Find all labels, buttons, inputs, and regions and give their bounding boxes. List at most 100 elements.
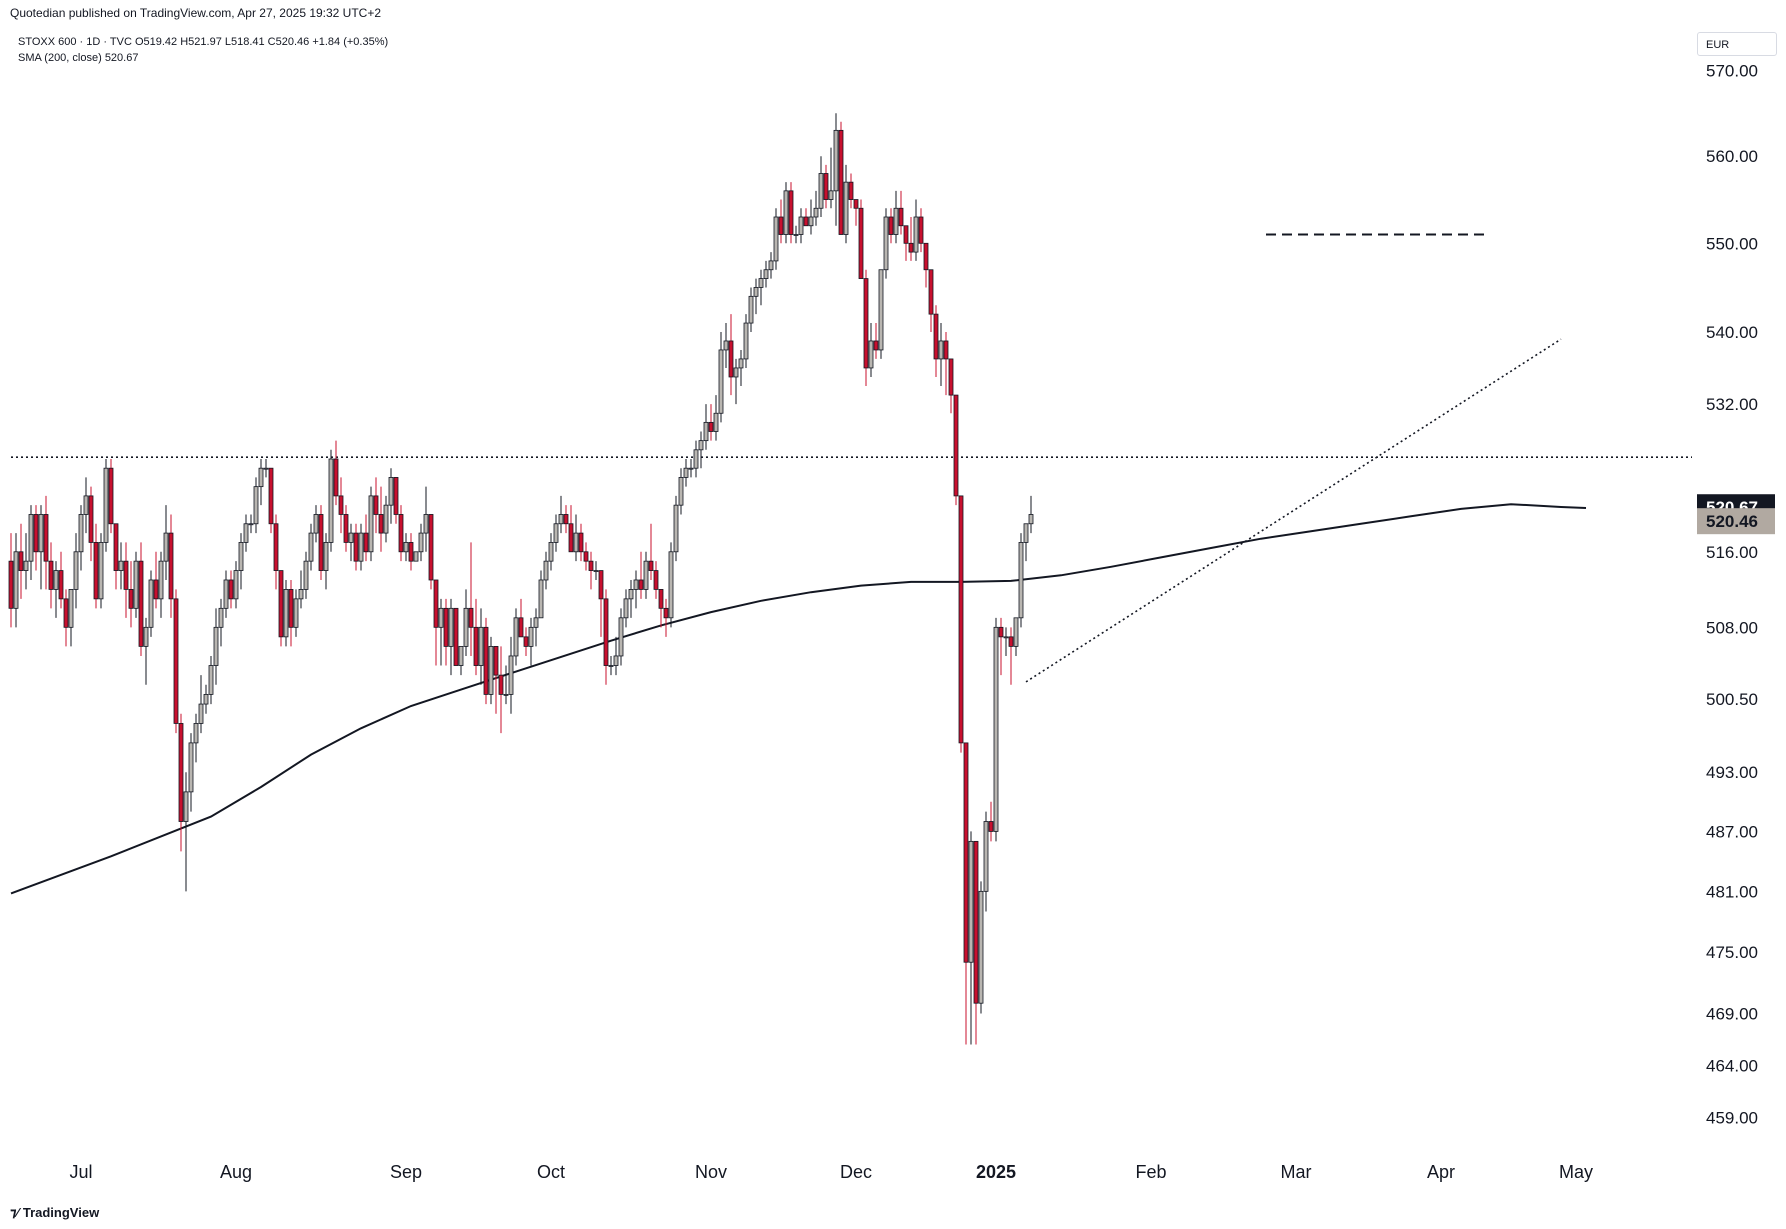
- candle: [473, 598, 479, 676]
- candle-body: [623, 598, 629, 619]
- candle-body: [1018, 542, 1024, 619]
- candle-body: [198, 703, 204, 724]
- candle-body: [948, 358, 954, 396]
- candle-body: [978, 890, 984, 1004]
- candle: [163, 505, 169, 580]
- candle: [133, 551, 139, 618]
- candle: [343, 505, 349, 552]
- candle: [228, 570, 234, 609]
- candle-body: [738, 358, 744, 369]
- candle: [223, 570, 229, 618]
- candle: [663, 598, 669, 637]
- candle-body: [918, 216, 924, 244]
- candle: [413, 551, 419, 562]
- price-label-bg: [1697, 508, 1775, 535]
- candle: [188, 733, 194, 812]
- candle-body: [968, 840, 974, 963]
- candle-body: [68, 589, 74, 628]
- candle: [798, 208, 804, 244]
- candle-body: [533, 617, 539, 628]
- candle: [768, 252, 774, 279]
- candle-body: [908, 242, 914, 253]
- candle-body: [308, 532, 314, 562]
- candle-body: [263, 467, 269, 470]
- candle: [398, 505, 404, 562]
- candle-body: [733, 367, 739, 378]
- candle: [993, 617, 999, 842]
- candle: [718, 332, 724, 423]
- candle: [678, 468, 684, 515]
- candle-body: [253, 486, 259, 525]
- currency-selector[interactable]: EUR: [1697, 32, 1777, 56]
- candle-body: [963, 742, 969, 963]
- candle-body: [523, 636, 529, 647]
- candle: [948, 358, 954, 414]
- candle-body: [728, 340, 734, 378]
- candle: [193, 713, 199, 763]
- candle-body: [1028, 514, 1034, 525]
- candle: [623, 589, 629, 628]
- candle: [428, 514, 434, 590]
- candle-body: [753, 287, 759, 297]
- candle: [283, 579, 289, 647]
- candle: [823, 164, 829, 209]
- candle: [458, 645, 464, 676]
- candle: [158, 551, 164, 618]
- candle: [393, 477, 399, 524]
- time-axis: Jul Aug Sep Oct Nov Dec 2025 Feb Mar Apr May: [69, 1162, 1593, 1182]
- candle-body: [38, 514, 44, 553]
- candle-body: [993, 626, 999, 832]
- candle: [533, 608, 539, 647]
- candle: [803, 208, 809, 227]
- candle: [348, 523, 354, 562]
- candle: [128, 561, 134, 628]
- candle-body: [793, 234, 799, 236]
- y-tick-label: 508.00: [1706, 618, 1758, 637]
- candle: [603, 589, 609, 685]
- candle-body: [548, 542, 554, 562]
- sma-layer: [10, 503, 1587, 895]
- candle-body: [663, 607, 669, 619]
- candle-body: [208, 665, 214, 695]
- candle: [513, 608, 519, 666]
- candle-body: [233, 570, 239, 600]
- candle-body: [628, 589, 634, 600]
- candle: [843, 164, 849, 244]
- candle: [793, 225, 799, 244]
- candle: [438, 598, 444, 666]
- candle-body: [458, 645, 464, 666]
- candle-body: [693, 449, 699, 469]
- candle: [543, 551, 549, 590]
- candle-body: [798, 216, 804, 235]
- candle: [478, 608, 484, 685]
- y-tick-label: 469.00: [1706, 1004, 1758, 1023]
- candle: [518, 598, 524, 638]
- candle-body: [898, 207, 904, 227]
- candle-body: [18, 551, 24, 571]
- uptrend-line: [1025, 338, 1562, 683]
- candle-body: [63, 598, 69, 628]
- candle-body: [698, 440, 704, 451]
- x-tick-label: Sep: [390, 1162, 422, 1182]
- candle: [818, 156, 824, 217]
- candle-body: [373, 495, 379, 515]
- candle-body: [118, 560, 124, 571]
- candle-body: [558, 514, 564, 525]
- candle: [958, 495, 964, 753]
- candle-body: [48, 560, 54, 590]
- candle-body: [593, 570, 599, 572]
- candle: [403, 533, 409, 562]
- candle: [23, 533, 29, 590]
- candle-body: [338, 495, 344, 515]
- candle-body: [748, 295, 754, 324]
- candle-body: [83, 495, 89, 515]
- candle: [643, 551, 649, 599]
- legend: STOXX 600 · 1D · TVC O519.42 H521.97 L51…: [18, 34, 388, 66]
- candle-body: [113, 523, 119, 571]
- candle: [508, 636, 514, 714]
- candle: [333, 440, 339, 506]
- candle-body: [73, 551, 79, 590]
- candle-body: [823, 173, 829, 200]
- candle: [123, 542, 129, 618]
